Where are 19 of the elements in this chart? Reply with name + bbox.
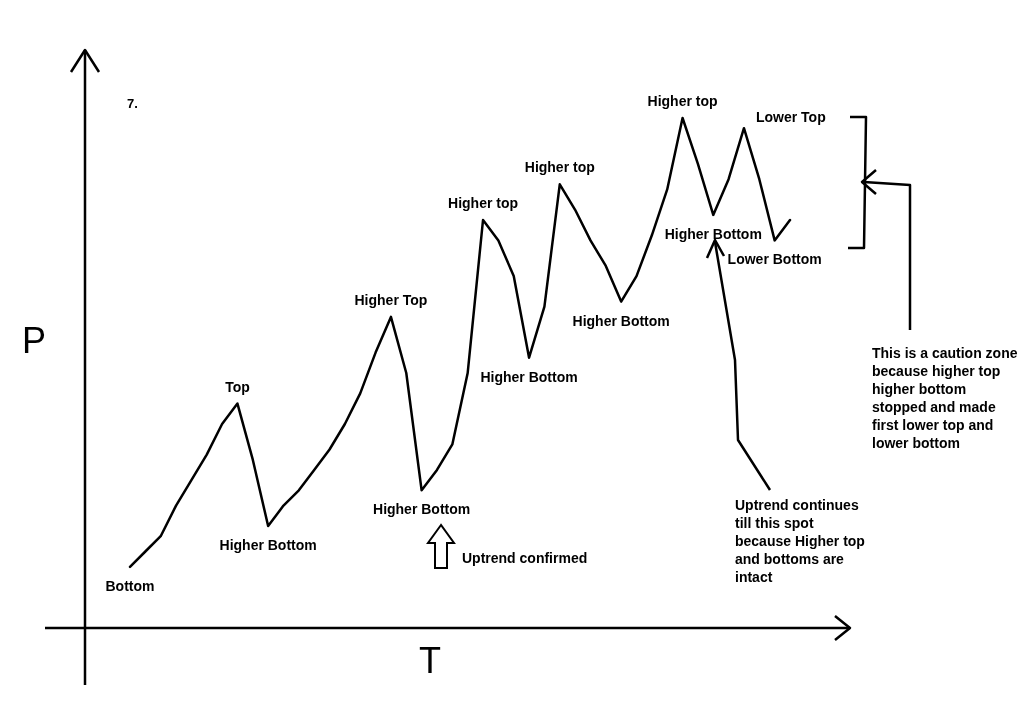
text: Higher top <box>647 93 718 109</box>
text: This is a caution zone because higher top higher bottom stopped and made first lower top and lower bottom <box>872 345 1022 451</box>
annotation: Higher top <box>524 159 595 176</box>
annotation: Higher Top <box>354 291 428 308</box>
annotation: Bottom <box>105 577 155 594</box>
annotation: Higher Bottom <box>373 501 471 518</box>
annotation: Uptrend confirmed <box>462 550 588 566</box>
annotation: Higher Bottom <box>219 537 317 553</box>
chart-title: 7. <box>127 96 138 111</box>
y-axis-title: P <box>22 319 47 361</box>
annotation: Higher Bottom <box>572 312 670 329</box>
annotation: Top <box>225 378 250 395</box>
annotation: Lower Bottom <box>727 251 822 268</box>
x-axis-title: T <box>419 639 441 681</box>
annotation: Higher Bottom <box>664 225 762 242</box>
annotation: Higher top <box>448 195 519 211</box>
annotation: Uptrend continues till this spot because Higher top and bottoms are intact <box>735 497 869 585</box>
annotation: Higher Bottom <box>480 368 578 385</box>
annotation: Lower Top <box>755 109 826 126</box>
